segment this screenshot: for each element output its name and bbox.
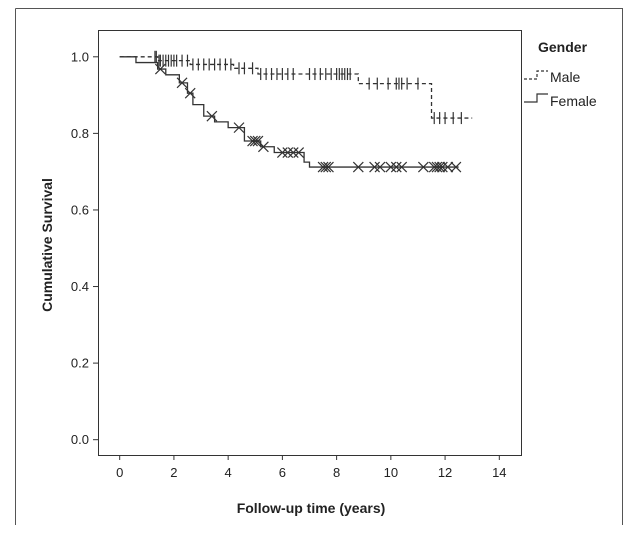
legend-entry-male: Male	[524, 69, 581, 85]
censor-mark-female-8	[257, 141, 269, 153]
x-tick-label-0: 0	[116, 465, 123, 480]
censor-mark-female-22	[417, 161, 429, 173]
plot-area: 0.0 0.2 0.4 0.6 0.8 1.0 0 2 4 6 8 10 12 14	[71, 30, 522, 480]
x-tick-label-3: 6	[279, 465, 286, 480]
censor-mark-female-4	[233, 122, 245, 134]
censor-mark-female-21	[396, 161, 408, 173]
x-tick-label-4: 8	[333, 465, 340, 480]
y-tick-label-2: 0.4	[71, 279, 89, 294]
y-tick-label-1: 0.2	[71, 356, 89, 371]
censor-mark-female-24	[431, 161, 443, 173]
censor-mark-female-18	[374, 161, 386, 173]
censor-mark-female-27	[442, 161, 454, 173]
legend-entry-female: Female	[524, 93, 597, 109]
censor-mark-female-23	[428, 161, 440, 173]
y-tick-label-5: 1.0	[71, 49, 89, 64]
x-tick-label-2: 4	[225, 465, 232, 480]
y-tick-label-0: 0.0	[71, 432, 89, 447]
x-tick-label-7: 14	[492, 465, 506, 480]
plot-frame	[98, 30, 522, 456]
censor-mark-female-25	[434, 161, 446, 173]
censor-mark-female-12	[293, 147, 305, 158]
x-tick-label-1: 2	[170, 465, 177, 480]
x-axis-title: Follow-up time (years)	[237, 500, 386, 516]
censor-mark-female-15	[323, 161, 334, 173]
series-line-female	[119, 56, 459, 168]
censor-mark-female-1	[176, 77, 188, 89]
y-tick-label-4: 0.8	[71, 126, 89, 141]
legend-swatch-male	[524, 70, 548, 80]
censor-mark-female-26	[436, 161, 448, 173]
legend-swatch-female	[524, 93, 548, 103]
y-tick-label-3: 0.6	[71, 202, 89, 217]
censor-mark-female-28	[450, 161, 462, 173]
censor-mark-female-9	[276, 147, 288, 158]
censor-mark-female-13	[317, 161, 329, 173]
censor-mark-female-3	[206, 110, 218, 122]
censor-mark-female-11	[287, 147, 299, 158]
censor-mark-female-17	[369, 161, 381, 173]
censor-mark-female-10	[282, 147, 294, 158]
censor-mark-female-14	[320, 161, 332, 173]
x-tick-label-6: 12	[438, 465, 452, 480]
figure-border	[15, 8, 623, 525]
censor-mark-female-20	[390, 161, 402, 173]
censor-mark-female-5	[247, 135, 258, 147]
legend-label-female: Female	[550, 93, 597, 109]
censor-mark-female-0	[154, 63, 166, 75]
legend-title: Gender	[538, 39, 588, 55]
series-line-male	[119, 56, 473, 119]
censor-mark-female-6	[249, 135, 261, 147]
censor-mark-female-19	[385, 161, 397, 173]
legend-label-male: Male	[550, 69, 581, 85]
censor-mark-female-16	[352, 161, 364, 173]
censor-mark-female-2	[184, 87, 196, 99]
y-axis-title: Cumulative Survival	[39, 178, 55, 312]
x-tick-label-5: 10	[384, 465, 398, 480]
legend: Gender Male Female	[524, 39, 597, 109]
